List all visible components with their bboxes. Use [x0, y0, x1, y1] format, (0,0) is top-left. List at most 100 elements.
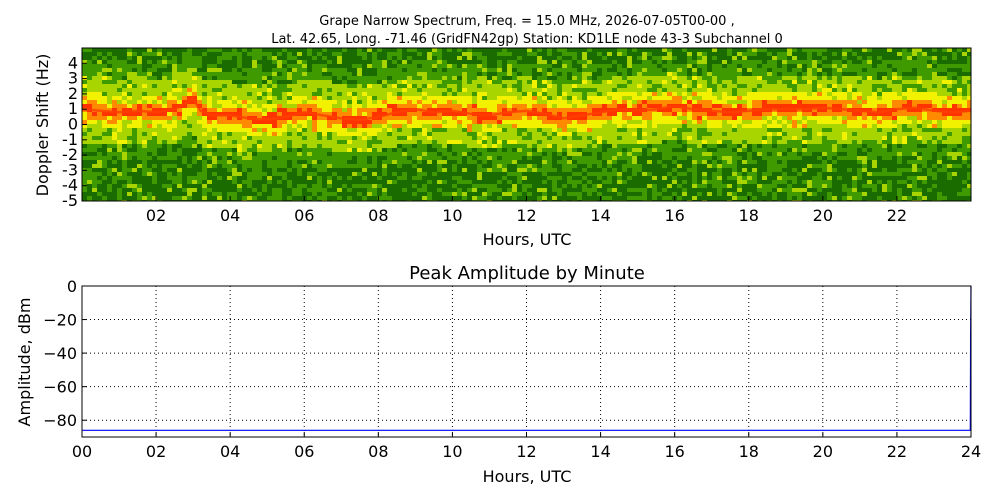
spectrogram-cell [252, 152, 257, 156]
spectrogram-cell [417, 116, 422, 120]
spectrogram-cell [567, 100, 572, 104]
spectrogram-cell [397, 184, 402, 188]
spectrogram-cell [222, 56, 227, 60]
spectrogram-cell [182, 184, 187, 188]
spectrogram-cell [542, 184, 547, 188]
spectrogram-cell [372, 108, 377, 112]
spectrogram-cell [457, 60, 462, 64]
spectrogram-cell [687, 128, 692, 132]
spectrogram-cell [262, 48, 267, 52]
spectrogram-cell [697, 184, 702, 188]
spectrogram-cell [432, 188, 437, 192]
spectrogram-cell [447, 96, 452, 100]
spectrogram-cell [567, 144, 572, 148]
spectrogram-cell [617, 124, 622, 128]
spectrogram-cell [287, 88, 292, 92]
spectrogram-cell [397, 68, 402, 72]
spectrogram-cell [577, 192, 582, 196]
spectrogram-cell [497, 52, 502, 56]
spectrogram-cell [532, 80, 537, 84]
spectrogram-cell [142, 180, 147, 184]
spectrogram-cell [692, 48, 697, 52]
spectrogram-cell [517, 80, 522, 84]
spectrogram-cell [147, 128, 152, 132]
spectrogram-cell [187, 84, 192, 88]
spectrogram-cell [272, 92, 277, 96]
spectrogram-cell [672, 124, 677, 128]
spectrogram-cell [272, 188, 277, 192]
spectrogram-cell [552, 60, 557, 64]
spectrogram-cell [507, 148, 512, 152]
spectrogram-cell [427, 168, 432, 172]
spectrogram-cell [582, 172, 587, 176]
spectrogram-cell [182, 168, 187, 172]
spectrogram-cell [542, 64, 547, 68]
spectrogram-cell [507, 116, 512, 120]
spectrogram-cell [377, 80, 382, 84]
spectrogram-cell [612, 164, 617, 168]
spectrogram-cell [442, 192, 447, 196]
spectrogram-cell [262, 92, 267, 96]
spectrogram-cell [552, 144, 557, 148]
spectrogram-cell [572, 52, 577, 56]
spectrogram-cell [397, 116, 402, 120]
spectrogram-cell [522, 88, 527, 92]
spectrogram-cell [232, 168, 237, 172]
spectrogram-cell [607, 144, 612, 148]
spectrogram-cell [707, 144, 712, 148]
spectrogram-cell [232, 160, 237, 164]
spectrogram-cell [402, 152, 407, 156]
spectrogram-cell [167, 68, 172, 72]
spectrogram-cell [127, 48, 132, 52]
spectrogram-cell [372, 72, 377, 76]
spectrogram-cell [512, 124, 517, 128]
spectrogram-cell [542, 148, 547, 152]
spectrogram-cell [647, 92, 652, 96]
spectrogram-cell [422, 168, 427, 172]
spectrogram-cell [177, 176, 182, 180]
spectrogram-cell [402, 188, 407, 192]
spectrogram-cell [332, 180, 337, 184]
spectrogram-cell [177, 100, 182, 104]
spectrogram-cell [242, 120, 247, 124]
spectrogram-cell [337, 188, 342, 192]
spectrogram-cell [577, 76, 582, 80]
spectrogram-cell [322, 112, 327, 116]
spectrogram-cell [82, 160, 87, 164]
spectrogram-cell [167, 84, 172, 88]
spectrogram-cell [457, 132, 462, 136]
spectrogram-cell [342, 72, 347, 76]
spectrogram-cell [692, 52, 697, 56]
spectrogram-cell [312, 128, 317, 132]
spectrogram-cell [472, 148, 477, 152]
spectrogram-cell [697, 164, 702, 168]
spectrogram-cell [187, 120, 192, 124]
spectrogram-cell [612, 104, 617, 108]
spectrogram-cell [387, 168, 392, 172]
spectrogram-cell [207, 84, 212, 88]
spectrogram-cell [297, 140, 302, 144]
spectrogram-cell [527, 128, 532, 132]
spectrogram-cell [717, 148, 722, 152]
spectrogram-cell [382, 132, 387, 136]
spectrogram-cell [197, 184, 202, 188]
spectrogram-cell [622, 164, 627, 168]
spectrogram-cell [252, 76, 257, 80]
spectrogram-cell [397, 100, 402, 104]
spectrogram-cell [562, 136, 567, 140]
spectrogram-cell [287, 92, 292, 96]
spectrogram-cell [607, 176, 612, 180]
spectrogram-cell [192, 136, 197, 140]
spectrogram-cell [617, 188, 622, 192]
spectrogram-cell [642, 60, 647, 64]
spectrogram-cell [317, 164, 322, 168]
spectrogram-cell [527, 144, 532, 148]
spectrogram-cell [517, 100, 522, 104]
spectrogram-cell [302, 104, 307, 108]
spectrogram-cell [492, 160, 497, 164]
spectrogram-cell [562, 180, 567, 184]
spectrogram-cell [607, 80, 612, 84]
spectrogram-cell [112, 92, 117, 96]
spectrogram-cell [632, 80, 637, 84]
spectrogram-cell [377, 72, 382, 76]
